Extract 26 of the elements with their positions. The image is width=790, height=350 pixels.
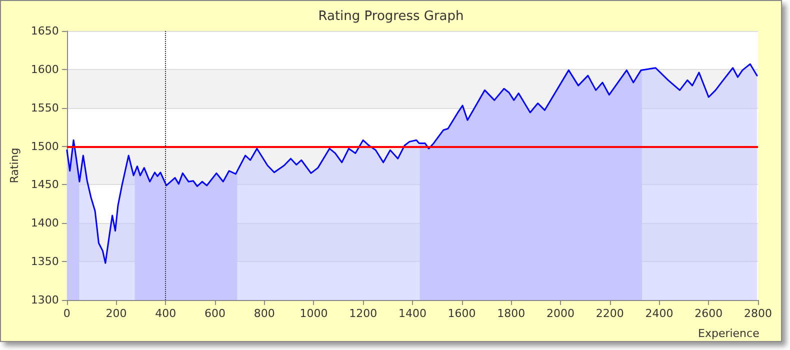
x-tick-label: 2000 <box>546 307 575 320</box>
x-tick-label: 1200 <box>349 307 378 320</box>
x-tick-label: 600 <box>204 307 226 320</box>
x-tick-label: 800 <box>254 307 275 320</box>
y-tick-label: 1550 <box>30 101 59 114</box>
x-tick-label: 1400 <box>398 307 426 320</box>
x-axis-title: Experience <box>698 327 760 340</box>
x-tick-label: 1000 <box>300 307 328 320</box>
x-tick-label: 200 <box>106 307 127 320</box>
y-tick-label: 1350 <box>30 255 59 268</box>
x-tick-label: 2400 <box>645 307 674 320</box>
y-tick-label: 1300 <box>30 294 59 306</box>
x-tick-label: 1800 <box>497 307 526 320</box>
x-tick-label: 2800 <box>744 307 772 320</box>
y-tick-label: 1450 <box>30 178 59 192</box>
x-tick-label: 1600 <box>448 307 476 320</box>
y-tick-label: 1600 <box>30 62 59 76</box>
chart-title: Rating Progress Graph <box>318 9 464 24</box>
y-tick-label: 1650 <box>30 24 59 38</box>
y-tick-label: 1400 <box>30 216 59 230</box>
x-tick-label: 2200 <box>596 307 624 320</box>
x-tick-label: 400 <box>155 307 176 320</box>
x-tick-label: 0 <box>63 307 70 320</box>
y-axis-title: Rating <box>8 148 21 184</box>
x-tick-label: 2600 <box>694 307 723 320</box>
y-tick-label: 1500 <box>30 140 59 153</box>
